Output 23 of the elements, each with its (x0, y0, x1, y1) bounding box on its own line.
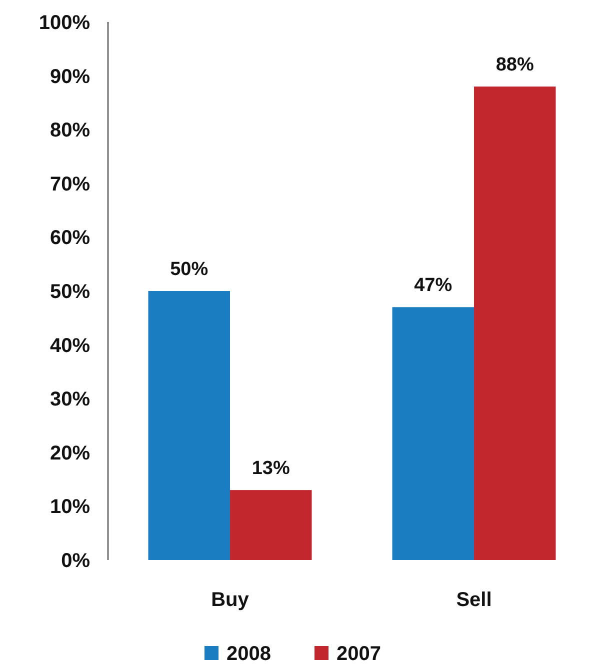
y-tick-label: 90% (50, 66, 90, 88)
data-label: 47% (414, 275, 452, 296)
y-tick-label: 30% (50, 388, 90, 411)
x-tick-label: Sell (456, 589, 492, 611)
legend-label: 2008 (226, 643, 271, 665)
data-label: 88% (496, 54, 534, 76)
y-tick-label: 50% (50, 281, 90, 303)
y-tick-label: 0% (61, 550, 90, 572)
legend-label: 2007 (336, 643, 381, 665)
bar (474, 86, 556, 560)
y-tick-label: 70% (50, 173, 90, 196)
data-label: 50% (170, 259, 208, 280)
y-tick-label: 40% (50, 334, 90, 357)
y-tick-label: 100% (38, 12, 90, 34)
y-tick-label: 80% (50, 120, 90, 142)
y-tick-label: 10% (50, 496, 90, 518)
data-label: 13% (252, 458, 290, 480)
y-tick-label: 20% (50, 442, 90, 464)
bar (148, 291, 230, 560)
bar (230, 490, 312, 560)
bar (392, 307, 474, 560)
x-tick-label: Buy (211, 589, 250, 611)
y-tick-label: 60% (50, 227, 90, 250)
